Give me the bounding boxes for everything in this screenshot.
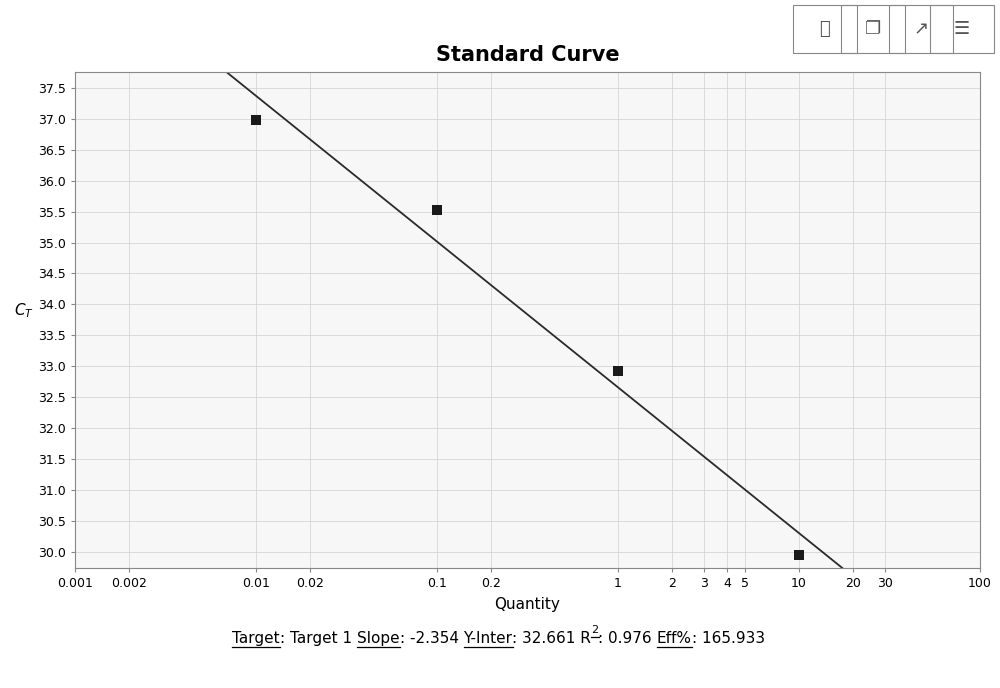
Text: ❐: ❐ [865,20,881,39]
Text: : Target 1: : Target 1 [280,631,357,646]
Point [791,550,807,561]
Point [429,205,445,216]
X-axis label: Quantity: Quantity [495,596,560,612]
Text: : 32.661 R: : 32.661 R [512,631,591,646]
Text: : -2.354: : -2.354 [400,631,464,646]
Text: ☰: ☰ [954,20,970,39]
Point [248,114,264,125]
Text: ⎙: ⎙ [820,20,830,39]
Text: Y-Inter: Y-Inter [464,631,512,646]
Text: Target: Target [232,631,280,646]
Text: : 0.976: : 0.976 [598,631,657,646]
Text: 2: 2 [591,625,598,635]
Text: ↗: ↗ [913,20,929,39]
Title: Standard Curve: Standard Curve [436,45,619,65]
Text: Slope: Slope [357,631,400,646]
Point [610,366,626,377]
Y-axis label: $C_T$: $C_T$ [14,301,34,320]
Text: : 165.933: : 165.933 [692,631,765,646]
Text: Eff%: Eff% [657,631,692,646]
